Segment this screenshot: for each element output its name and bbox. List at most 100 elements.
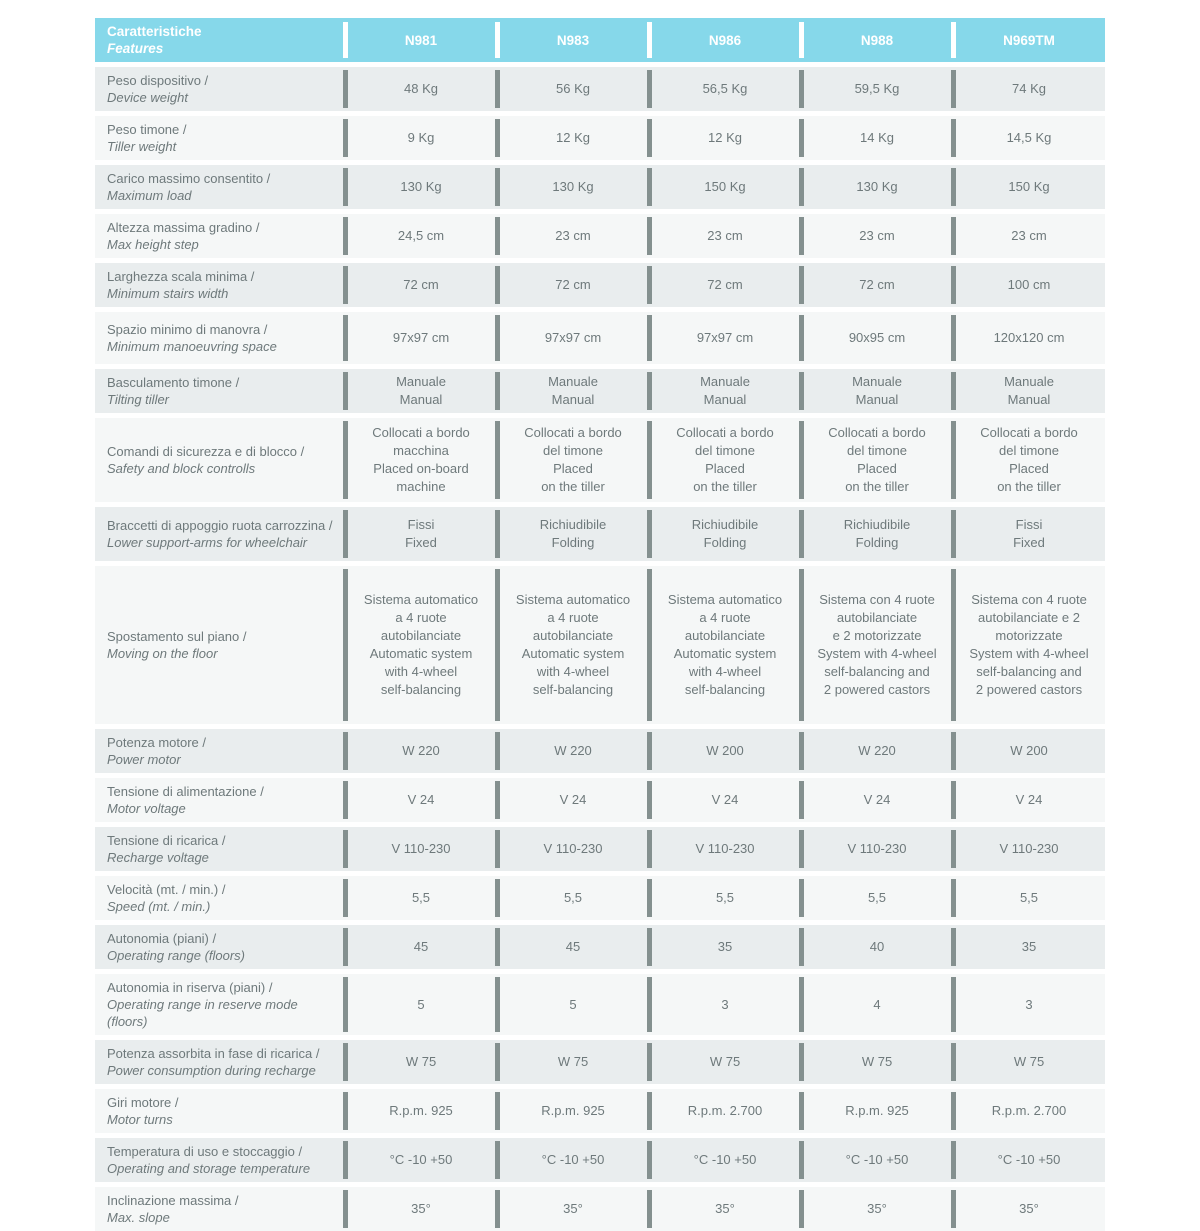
value-cell: 23 cm [495, 214, 649, 258]
feature-cell: Potenza assorbita in fase di ricarica / P… [95, 1040, 345, 1084]
value-cell: V 24 [799, 778, 953, 822]
value-line: R.p.m. 2.700 [991, 1103, 1067, 1118]
value-line: 23 cm [707, 228, 743, 243]
value-line: °C -10 +50 [997, 1152, 1061, 1167]
feature-label-en: Maximum load [107, 188, 192, 203]
value-cell: V 24 [951, 778, 1105, 822]
value-line: 3 [1025, 996, 1033, 1012]
feature-label-en: Moving on the floor [107, 646, 218, 661]
value-cell: 3 [951, 974, 1105, 1035]
feature-label-it: Temperatura di uso e stoccaggio / [107, 1144, 303, 1159]
value-cell: Manuale Manual [495, 369, 649, 413]
feature-cell: Spazio minimo di manovra / Minimum manoeu… [95, 312, 345, 364]
column-header-n986: N986 [647, 18, 801, 62]
value-line: 130 Kg [400, 179, 442, 194]
value-cell: W 75 [343, 1040, 497, 1084]
value-line: °C -10 +50 [693, 1152, 757, 1167]
feature-cell: Larghezza scala minima / Minimum stairs w… [95, 263, 345, 307]
table-body: Peso dispositivo / Device weight 48 Kg 56 K… [95, 67, 1105, 1231]
value-line: W 200 [706, 743, 744, 758]
value-cell: 45 [343, 925, 497, 969]
feature-label-it: Carico massimo consentito / [107, 171, 271, 186]
value-cell: R.p.m. 925 [343, 1089, 497, 1133]
value-line: 35 [717, 939, 733, 954]
value-cell: W 75 [951, 1040, 1105, 1084]
feature-label-en: Motor turns [107, 1112, 173, 1127]
value-cell: 9 Kg [343, 116, 497, 160]
column-header-n988: N988 [799, 18, 953, 62]
value-cell: R.p.m. 925 [495, 1089, 649, 1133]
feature-cell: Potenza motore / Power motor [95, 729, 345, 773]
value-line: 72 cm [555, 277, 591, 292]
feature-label-en: Operating range (floors) [107, 948, 246, 963]
value-line: V 110-230 [999, 841, 1059, 856]
value-cell: Collocati a bordo del timone Placed on the … [951, 418, 1105, 502]
value-line: 48 Kg [404, 81, 438, 96]
value-line: autobilanciate e 2 [978, 610, 1080, 625]
value-cell: 35° [647, 1187, 801, 1231]
table-row: Autonomia in riserva (piani) / Operating … [95, 974, 1105, 1035]
value-cell: Manuale Manual [647, 369, 801, 413]
value-line: 5,5 [867, 890, 887, 905]
value-cell: V 110-230 [647, 827, 801, 871]
table-row: Giri motore / Motor turns R.p.m. 925 R.p.m.… [95, 1089, 1105, 1133]
value-cell: 5,5 [951, 876, 1105, 920]
value-line: Richiudibile [539, 517, 607, 532]
feature-label-it: Peso dispositivo / [107, 73, 209, 88]
feature-label-en: Recharge voltage [107, 850, 209, 865]
value-line: System with 4-wheel [969, 646, 1089, 661]
feature-label-en: Max height step [107, 237, 199, 252]
feature-label-en: Safety and block controlls [107, 461, 256, 476]
value-cell: 72 cm [647, 263, 801, 307]
value-line: 3 [721, 996, 729, 1012]
value-line: Collocati a bordo [828, 425, 926, 440]
value-cell: °C -10 +50 [951, 1138, 1105, 1182]
value-cell: V 110-230 [495, 827, 649, 871]
feature-label-en: Power consumption during recharge [107, 1063, 316, 1078]
value-line: self-balancing and [824, 664, 930, 679]
table-row: Braccetti di appoggio ruota carrozzina /… [95, 507, 1105, 561]
value-cell: Manuale Manual [343, 369, 497, 413]
value-cell: Collocati a bordo macchina Placed on-board… [343, 418, 497, 502]
table-row: Tensione di alimentazione / Motor voltage… [95, 778, 1105, 822]
table-row: Peso timone / Tiller weight 9 Kg 12 Kg 12 Kg… [95, 116, 1105, 160]
value-line: Placed [857, 461, 897, 476]
value-line: Manual [703, 392, 747, 407]
value-line: Collocati a bordo [676, 425, 774, 440]
value-cell: 5 [343, 974, 497, 1035]
value-cell: 97x97 cm [647, 312, 801, 364]
value-cell: 5,5 [799, 876, 953, 920]
feature-label-it: Potenza motore / [107, 735, 206, 750]
value-line: R.p.m. 925 [541, 1103, 605, 1118]
value-line: 35° [563, 1201, 583, 1216]
value-line: Collocati a bordo [980, 425, 1078, 440]
value-cell: Sistema con 4 ruote autobilanciate e 2 mot… [799, 566, 953, 724]
value-cell: V 110-230 [343, 827, 497, 871]
value-line: °C -10 +50 [541, 1152, 605, 1167]
value-cell: Sistema con 4 ruote autobilanciate e 2 mot… [951, 566, 1105, 724]
value-line: Placed [705, 461, 745, 476]
value-cell: Richiudibile Folding [495, 507, 649, 561]
feature-cell: Comandi di sicurezza e di blocco / Safety… [95, 418, 345, 502]
value-cell: Fissi Fixed [343, 507, 497, 561]
feature-cell: Altezza massima gradino / Max height step [95, 214, 345, 258]
value-cell: 120x120 cm [951, 312, 1105, 364]
value-line: 9 Kg [407, 130, 435, 145]
value-line: 45 [565, 939, 581, 954]
value-line: Folding [551, 535, 595, 550]
value-cell: W 200 [951, 729, 1105, 773]
value-line: on the tiller [997, 479, 1061, 494]
value-cell: 56,5 Kg [647, 67, 801, 111]
value-line: Sistema automatico [667, 592, 783, 607]
value-cell: V 24 [495, 778, 649, 822]
feature-label-it: Basculamento timone / [107, 375, 240, 390]
value-cell: V 110-230 [951, 827, 1105, 871]
table-row: Basculamento timone / Tilting tiller Manua… [95, 369, 1105, 413]
feature-cell: Giri motore / Motor turns [95, 1089, 345, 1133]
value-line: with 4-wheel [688, 664, 762, 679]
value-cell: Collocati a bordo del timone Placed on the … [647, 418, 801, 502]
feature-label-it: Inclinazione massima / [107, 1193, 239, 1208]
value-line: 72 cm [403, 277, 439, 292]
column-title: N981 [404, 32, 438, 48]
value-line: V 24 [1015, 792, 1043, 807]
